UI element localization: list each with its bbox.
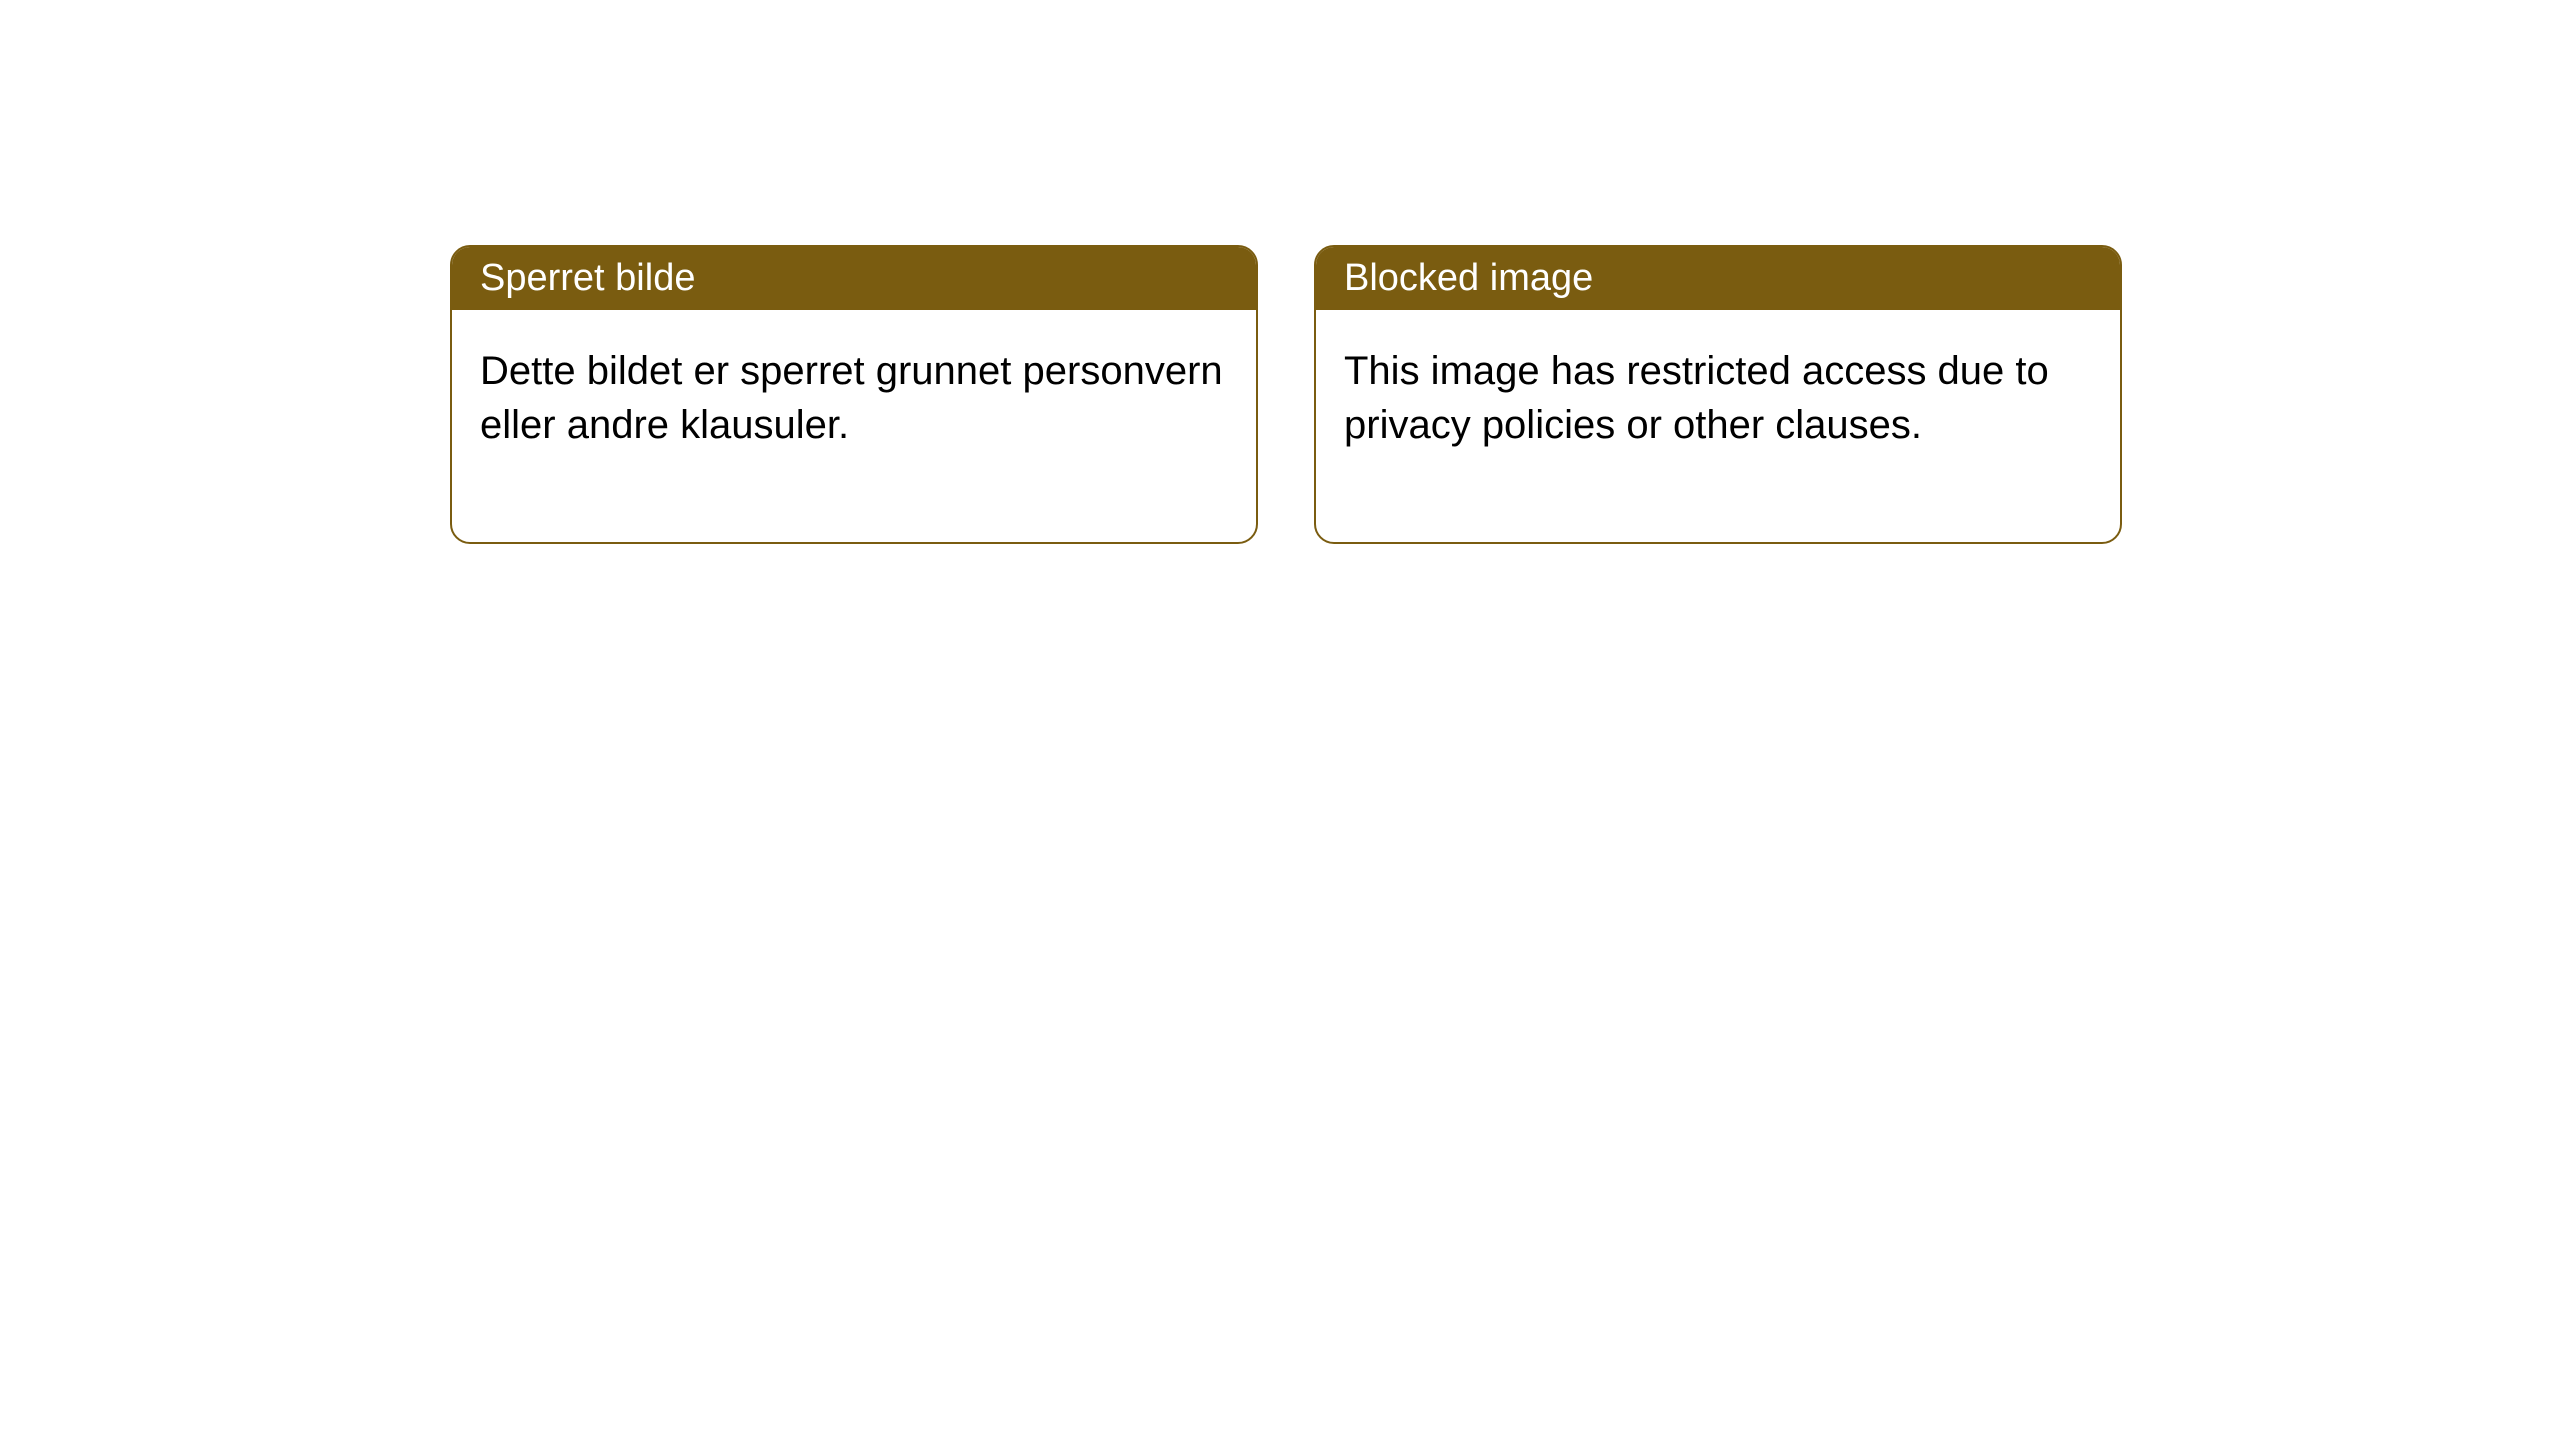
- notice-card-english: Blocked image This image has restricted …: [1314, 245, 2122, 544]
- notice-card-body: This image has restricted access due to …: [1316, 310, 2120, 542]
- notice-card-title: Blocked image: [1316, 247, 2120, 310]
- notice-container: Sperret bilde Dette bildet er sperret gr…: [0, 0, 2560, 544]
- notice-card-norwegian: Sperret bilde Dette bildet er sperret gr…: [450, 245, 1258, 544]
- notice-card-title: Sperret bilde: [452, 247, 1256, 310]
- notice-card-body: Dette bildet er sperret grunnet personve…: [452, 310, 1256, 542]
